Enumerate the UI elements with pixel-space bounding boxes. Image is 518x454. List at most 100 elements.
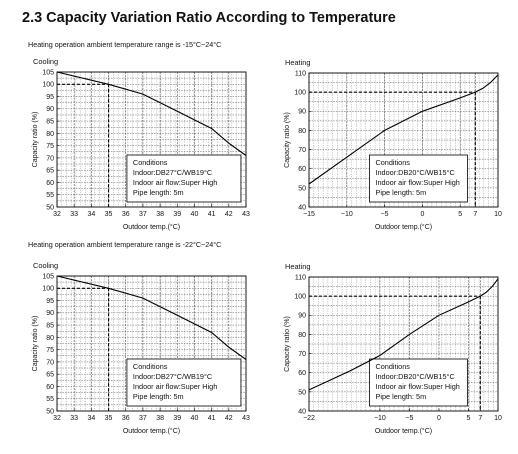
x-tick-label: 35 (105, 415, 113, 422)
y-tick-label: 110 (295, 70, 306, 77)
x-tick-label: 43 (242, 415, 250, 422)
y-tick-label: 50 (298, 389, 306, 396)
y-tick-label: 100 (42, 82, 54, 89)
y-tick-label: 70 (298, 147, 306, 154)
x-tick-label: 10 (494, 211, 502, 218)
y-tick-label: 75 (46, 347, 54, 354)
cooling-chart-1: Cooling ConditionsIndoor:DB27°C/WB19°CInd… (32, 57, 250, 231)
x-tick-label: −22 (303, 415, 315, 422)
y-tick-label: 60 (46, 384, 54, 391)
y-tick-label: 90 (46, 310, 54, 317)
y-tick-label: 60 (298, 166, 306, 173)
y-tick-label: 110 (295, 274, 306, 281)
conditions-text: Pipe length: 5m (375, 392, 426, 401)
conditions-text: Conditions (133, 362, 168, 371)
y-tick-label: 80 (46, 131, 54, 138)
y-axis-label: Capacity ratio (%) (284, 112, 291, 168)
y-axis-label: Capacity ratio (%) (284, 316, 291, 372)
x-tick-label: 34 (87, 211, 95, 218)
capacity-curve (56, 275, 247, 360)
conditions-box (369, 358, 468, 407)
x-tick-label: 0 (420, 211, 424, 218)
y-tick-label: 70 (46, 155, 54, 162)
page-title: 2.3 Capacity Variation Ratio According t… (22, 10, 396, 26)
temperature-range-note-1: Heating operation ambient temperature ra… (28, 40, 222, 49)
x-tick-label: −10 (374, 415, 386, 422)
x-tick-label: −5 (381, 211, 389, 218)
x-tick-label: 36 (122, 415, 130, 422)
x-axis-label: Outdoor temp.(°C) (375, 223, 432, 231)
x-tick-label: 10 (494, 415, 502, 422)
conditions-text: Indoor:DB20°C/WB15°C (375, 168, 454, 177)
conditions-text: Conditions (133, 158, 168, 167)
y-tick-label: 40 (298, 408, 306, 415)
conditions-text: Indoor:DB27°C/WB19°C (133, 168, 212, 177)
y-tick-label: 65 (46, 372, 54, 379)
x-tick-label: 43 (242, 211, 250, 218)
plot-frame (56, 71, 247, 208)
conditions-text: Indoor air flow:Super High (133, 382, 217, 391)
chart-title: Cooling (33, 261, 58, 270)
x-tick-label: 34 (87, 415, 95, 422)
plot-frame (308, 276, 499, 412)
y-tick-label: 55 (46, 192, 54, 199)
y-tick-label: 105 (42, 69, 54, 76)
y-tick-label: 100 (294, 90, 306, 97)
y-tick-label: 90 (298, 109, 306, 116)
y-axis-label: Capacity ratio (%) (32, 112, 39, 168)
conditions-text: Indoor air flow:Super High (375, 178, 459, 187)
conditions-text: Indoor air flow:Super High (133, 178, 217, 187)
x-tick-label: 39 (173, 211, 181, 218)
conditions-text: Pipe length: 5m (133, 188, 184, 197)
x-tick-label: 0 (437, 415, 441, 422)
conditions-text: Conditions (375, 158, 410, 167)
conditions-text: Indoor:DB27°C/WB19°C (133, 372, 212, 381)
y-tick-label: 80 (298, 332, 306, 339)
x-tick-label: 7 (478, 415, 482, 422)
x-tick-label: 32 (53, 211, 61, 218)
capacity-curve (308, 74, 499, 185)
y-tick-label: 60 (46, 180, 54, 187)
x-tick-label: 40 (191, 211, 199, 218)
y-tick-label: 50 (46, 204, 54, 211)
x-tick-label: 42 (225, 415, 233, 422)
y-tick-label: 100 (42, 286, 54, 293)
y-axis-label: Capacity ratio (%) (32, 316, 39, 372)
y-tick-label: 105 (42, 273, 54, 280)
plot-frame (308, 72, 499, 208)
x-tick-label: 36 (122, 211, 130, 218)
x-tick-label: 37 (139, 415, 147, 422)
y-tick-label: 90 (46, 106, 54, 113)
x-tick-label: 5 (458, 211, 462, 218)
conditions-text: Pipe length: 5m (375, 188, 426, 197)
x-tick-label: 5 (467, 415, 471, 422)
x-tick-label: 7 (473, 211, 477, 218)
conditions-box (369, 154, 468, 203)
x-tick-label: 41 (208, 211, 216, 218)
y-tick-label: 75 (46, 143, 54, 150)
y-tick-label: 95 (46, 94, 54, 101)
x-tick-label: 35 (105, 211, 113, 218)
y-tick-label: 100 (294, 294, 306, 301)
x-tick-label: 42 (225, 211, 233, 218)
chart-title: Heating (285, 262, 310, 271)
capacity-curve (56, 71, 247, 156)
conditions-text: Pipe length: 5m (133, 392, 184, 401)
x-tick-label: 37 (139, 211, 147, 218)
x-tick-label: 41 (208, 415, 216, 422)
heating-chart-1: Heating ConditionsIndoor:DB20°C/WB15°CInd… (284, 58, 502, 231)
y-tick-label: 50 (298, 185, 306, 192)
temperature-range-note-2: Heating operation ambient temperature ra… (28, 240, 222, 249)
conditions-text: Indoor air flow:Super High (375, 382, 459, 391)
x-tick-label: 40 (191, 415, 199, 422)
y-tick-label: 70 (298, 351, 306, 358)
y-tick-label: 65 (46, 168, 54, 175)
y-tick-label: 50 (46, 408, 54, 415)
y-tick-label: 95 (46, 298, 54, 305)
x-tick-label: 39 (173, 415, 181, 422)
x-tick-label: 33 (70, 211, 78, 218)
x-tick-label: −10 (341, 211, 353, 218)
y-tick-label: 60 (298, 370, 306, 377)
plot-frame (56, 275, 247, 412)
conditions-box (126, 154, 242, 203)
